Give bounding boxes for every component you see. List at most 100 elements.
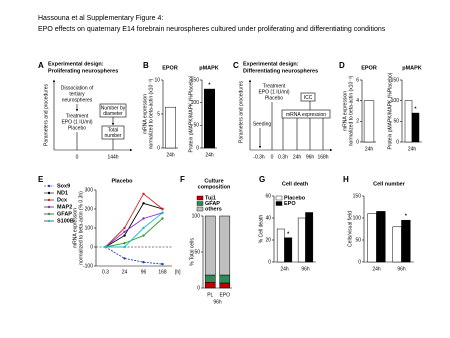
legend-swatch bbox=[275, 195, 283, 201]
y-tick-label: 0 bbox=[90, 244, 93, 250]
point bbox=[142, 192, 145, 195]
point bbox=[104, 245, 107, 249]
x-tick-label: 24 bbox=[122, 269, 128, 275]
legend-label: S100B bbox=[57, 218, 74, 224]
figure-title: Hassouna et al Supplementary Figure 4: bbox=[38, 15, 163, 22]
diagram-title: Differentiating neurospheres bbox=[243, 68, 318, 74]
box bbox=[281, 109, 331, 119]
series-line bbox=[105, 193, 163, 248]
y-tick-label: 0 bbox=[396, 139, 399, 145]
chart-title: Placebo bbox=[111, 178, 133, 184]
bar bbox=[404, 100, 413, 143]
step: EPO (1 IU/ml) bbox=[258, 89, 289, 95]
y-axis-label: normalized to beta-actin (x10⁻³) bbox=[148, 78, 154, 149]
y-tick-label: 0 bbox=[358, 259, 361, 265]
y-tick-label: 150 bbox=[191, 77, 200, 83]
chart-title: EPOR bbox=[162, 65, 178, 71]
significance: * bbox=[414, 107, 417, 113]
step: Placebo bbox=[68, 125, 86, 131]
point bbox=[123, 257, 126, 260]
legend-label: GFAP bbox=[205, 201, 220, 207]
y-axis-label: Cells/visual field bbox=[347, 211, 353, 247]
significance: * bbox=[405, 214, 408, 220]
step: Seeding bbox=[253, 121, 272, 127]
panel-label: C bbox=[233, 61, 239, 70]
y-tick-label: 6 bbox=[356, 77, 359, 83]
timeline-tick: 0.3h bbox=[278, 154, 288, 160]
step: Placebo bbox=[265, 95, 283, 101]
legend-marker bbox=[47, 198, 51, 202]
series-line bbox=[105, 212, 163, 248]
x-tick-label: 24h bbox=[205, 152, 214, 158]
chart-title: Cell number bbox=[373, 181, 406, 187]
legend-swatch bbox=[196, 195, 204, 201]
y-axis-label: normalized to beta-actin (x10⁻³) bbox=[348, 75, 354, 146]
bar bbox=[219, 282, 231, 289]
panel-label: E bbox=[38, 175, 44, 184]
y-axis-label: Protein pMAPK/MAPK (%Placebo) bbox=[188, 75, 194, 152]
y-axis-label: mRNA expression bbox=[342, 91, 348, 131]
bar bbox=[367, 213, 377, 263]
box-text: ICC bbox=[304, 95, 313, 101]
panel-label: B bbox=[143, 61, 149, 70]
legend-label: GFAP bbox=[57, 211, 72, 217]
axis-label: Parameters and procedures bbox=[43, 84, 49, 146]
legend-swatch bbox=[275, 201, 283, 206]
y-axis-label: mRNA expression bbox=[142, 94, 148, 134]
step: EPO (1 IU/ml) bbox=[61, 119, 92, 125]
point bbox=[142, 226, 145, 230]
point bbox=[161, 211, 164, 214]
x-tick-label: PL bbox=[207, 292, 213, 298]
y-tick-label: 20 bbox=[265, 237, 271, 243]
chart-panel: pMAPK Protein pMAPK/MAPK (%Placebo) 0 50 100… bbox=[387, 65, 422, 152]
significance: * bbox=[208, 83, 211, 89]
legend-label: Dcx bbox=[57, 197, 68, 203]
chart-panel: E Placebo mRNA expression normalized to bet… bbox=[38, 175, 181, 275]
x-tick-label: 96h bbox=[397, 266, 406, 272]
legend-label: Placebo bbox=[284, 195, 306, 201]
legend-label: others bbox=[205, 206, 222, 212]
y-axis-label: Protein pMAPK/MAPK (%Placebo) bbox=[387, 72, 393, 149]
legend-marker bbox=[47, 191, 51, 195]
panel-c: C Experimental design: Differentiating n… bbox=[233, 61, 333, 160]
step: Treatment bbox=[66, 113, 89, 119]
y-tick-label: 2 bbox=[356, 119, 359, 125]
y-tick-label: 4 bbox=[356, 98, 359, 104]
x-tick-label: 24h bbox=[166, 152, 175, 158]
box bbox=[300, 92, 316, 102]
panel-label: G bbox=[259, 175, 265, 184]
x-tick-label: 0.3 bbox=[102, 269, 109, 275]
panel-label: F bbox=[180, 175, 185, 184]
bar bbox=[204, 274, 216, 283]
y-tick-label: 0 bbox=[197, 285, 200, 291]
y-tick-label: 100 bbox=[85, 225, 94, 231]
y-tick-label: 100 bbox=[191, 100, 200, 106]
timeline-tick: 0 bbox=[271, 154, 274, 160]
bar bbox=[363, 100, 375, 143]
timeline-tick: 0 bbox=[76, 154, 79, 160]
legend-marker bbox=[47, 205, 51, 209]
box-text: diameter bbox=[103, 111, 123, 117]
y-tick-label: 40 bbox=[265, 215, 271, 221]
chart-panel: B EPOR mRNA expression normalized to beta-a… bbox=[142, 61, 178, 158]
chart-panel: pMAPK Protein pMAPK/MAPK (%Placebo) 0 50 100… bbox=[188, 65, 218, 158]
timeline-tick: -0.3h bbox=[253, 154, 265, 160]
y-tick-label: 0 bbox=[196, 145, 199, 151]
point bbox=[142, 234, 145, 237]
step: Treatment bbox=[263, 83, 286, 89]
y-tick-label: 300 bbox=[85, 187, 94, 193]
point bbox=[123, 230, 126, 233]
point bbox=[161, 207, 164, 211]
legend-label: MAP2 bbox=[57, 204, 72, 210]
y-tick-label: 60 bbox=[265, 193, 271, 199]
timeline-tick: 168h bbox=[317, 154, 328, 160]
box-text: Total bbox=[108, 127, 119, 133]
point bbox=[123, 242, 126, 245]
box-text: number bbox=[105, 133, 122, 139]
chart-title: Culture bbox=[204, 178, 223, 184]
bar bbox=[276, 228, 285, 263]
y-tick-label: 5 bbox=[157, 111, 160, 117]
chart-title: pMAPK bbox=[402, 65, 422, 71]
